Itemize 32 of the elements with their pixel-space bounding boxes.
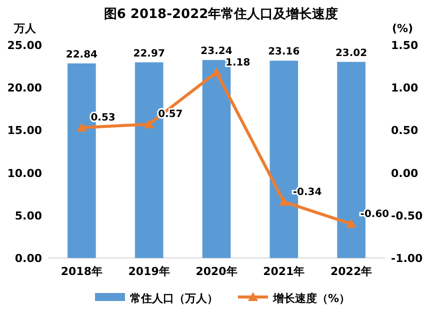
y2-axis-title: (%) bbox=[392, 22, 414, 35]
y2-tick-label: -1.00 bbox=[391, 252, 424, 265]
y-tick-label: 15.00 bbox=[7, 124, 42, 138]
x-tick-label: 2022年 bbox=[330, 265, 372, 278]
data-label: 23.16 bbox=[268, 46, 300, 58]
y2-tick-label: 1.00 bbox=[391, 82, 418, 95]
y-tick-label: 25.00 bbox=[7, 39, 42, 52]
data-label: 22.97 bbox=[133, 48, 165, 60]
y-tick-label: 10.00 bbox=[7, 166, 42, 180]
x-tick-label: 2021年 bbox=[263, 265, 305, 278]
data-label: 23.02 bbox=[335, 48, 368, 59]
x-tick-label: 2019年 bbox=[128, 265, 170, 278]
y-tick-label: 5.00 bbox=[14, 209, 42, 222]
legend-label: 增长速度（%） bbox=[272, 292, 350, 305]
y2-tick-label: 1.50 bbox=[391, 39, 418, 52]
point bbox=[346, 218, 356, 228]
point bbox=[212, 67, 222, 76]
y-tick-label: 20.00 bbox=[7, 82, 42, 95]
y2-tick-label: 0.50 bbox=[391, 124, 418, 138]
point bbox=[76, 122, 87, 132]
y2-tick-label: 0.00 bbox=[391, 166, 418, 180]
point bbox=[144, 119, 154, 128]
legend-label: 常住人口（万人） bbox=[130, 292, 218, 305]
point bbox=[278, 196, 289, 206]
data-label: 23.24 bbox=[200, 46, 232, 57]
y-axis-title: 万人 bbox=[13, 22, 37, 35]
x-tick-label: 2018年 bbox=[60, 265, 103, 278]
data-label: 22.84 bbox=[66, 49, 98, 60]
x-tick-label: 2020年 bbox=[196, 265, 238, 278]
y-tick-label: 0.00 bbox=[14, 252, 42, 265]
chart-title: 图6 2018-2022年常住人口及增长速度 bbox=[104, 6, 338, 22]
y2-tick-label: -0.50 bbox=[391, 209, 424, 222]
